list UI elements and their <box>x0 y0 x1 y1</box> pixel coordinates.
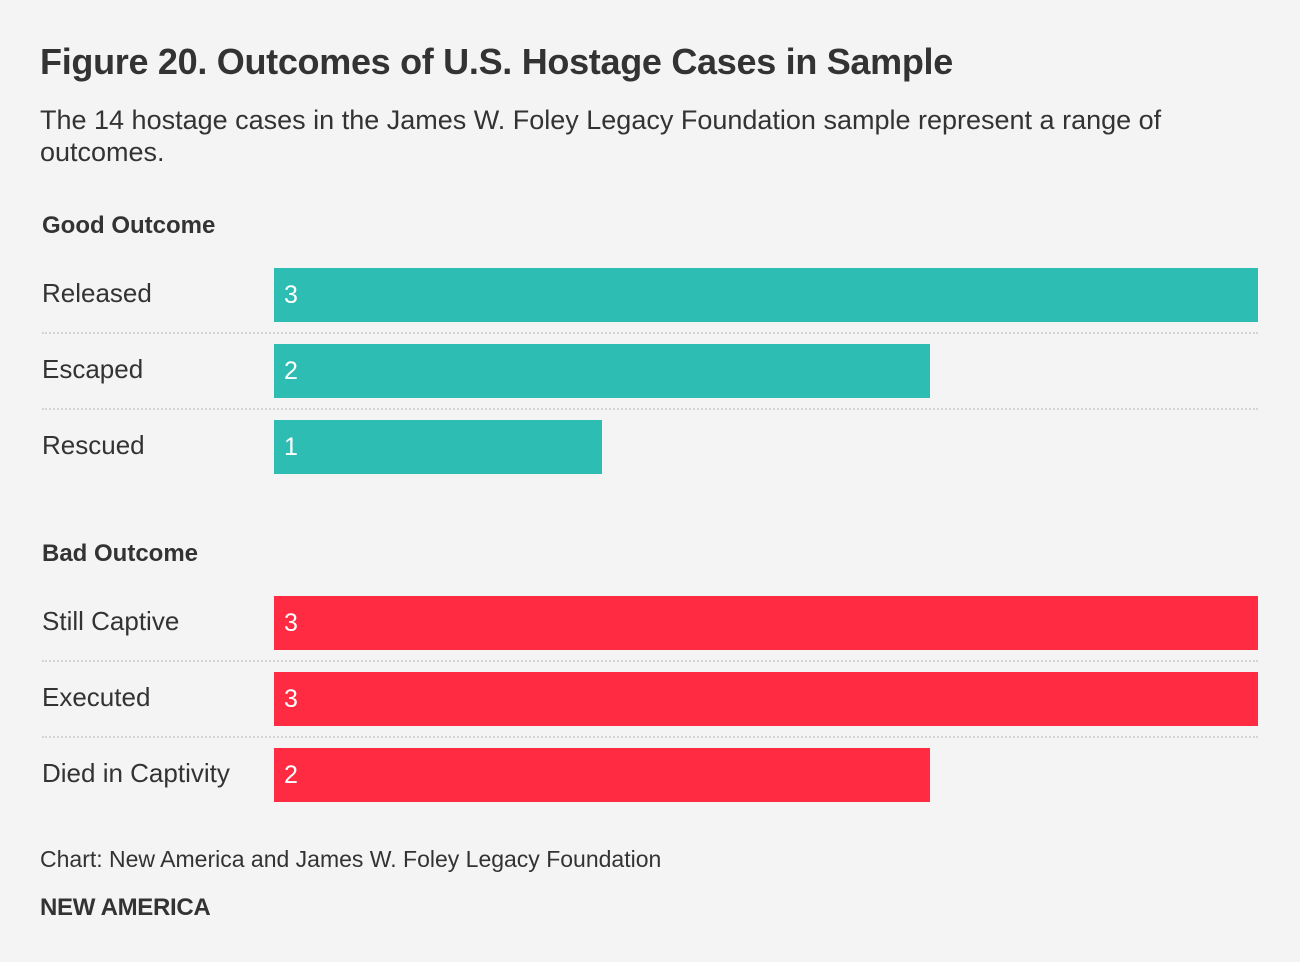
group-title-good-outcome: Good Outcome <box>42 212 216 239</box>
bar: 2 <box>274 344 930 398</box>
bar-value-label: 3 <box>284 685 298 713</box>
category-label: Rescued <box>42 430 145 460</box>
row-divider <box>42 660 1258 662</box>
bar-value-label: 3 <box>284 281 298 309</box>
bar-value-label: 1 <box>284 433 298 461</box>
category-label: Released <box>42 278 152 308</box>
bar: 3 <box>274 268 1258 322</box>
chart-subtitle: The 14 hostage cases in the James W. Fol… <box>40 105 1162 167</box>
bar: 1 <box>274 420 602 474</box>
bar: 3 <box>274 672 1258 726</box>
group-title-bad-outcome: Bad Outcome <box>42 540 199 567</box>
category-label: Escaped <box>42 354 144 384</box>
category-label: Executed <box>42 682 151 712</box>
row-divider <box>42 332 1258 334</box>
chart-title: Figure 20. Outcomes of U.S. Hostage Case… <box>40 41 953 82</box>
bar-value-label: 2 <box>284 357 298 385</box>
category-label: Still Captive <box>42 606 180 636</box>
bar-value-label: 2 <box>284 761 298 789</box>
chart-source: Chart: New America and James W. Foley Le… <box>40 846 662 872</box>
bar-value-label: 3 <box>284 609 298 637</box>
row-divider <box>42 408 1258 410</box>
category-label: Died in Captivity <box>42 758 230 788</box>
row-divider <box>42 736 1258 738</box>
brand-logo-text: NEW AMERICA <box>40 894 211 921</box>
bar: 2 <box>274 748 930 802</box>
bar: 3 <box>274 596 1258 650</box>
